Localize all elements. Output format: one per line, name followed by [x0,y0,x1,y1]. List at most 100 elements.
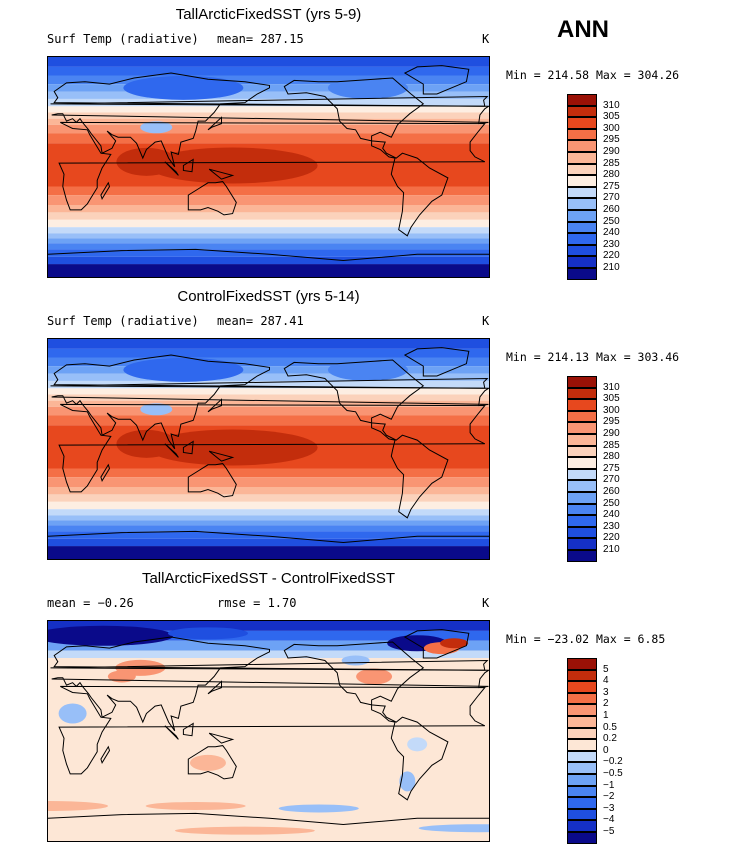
coastline [208,168,235,180]
colorbar-label: 250 [603,497,620,509]
colorbar-label: 295 [603,134,620,146]
colorbar-label: −4 [603,814,615,826]
colorbar-label: 220 [603,250,620,262]
min-max-label: Min = −23.02 Max = 6.85 [506,632,666,646]
coastline [207,680,222,695]
colorbar-label: 275 [603,462,620,474]
colorbar-box [567,526,597,539]
colorbar-box [567,681,597,693]
colorbar-box [567,221,597,234]
panel-title: ControlFixedSST (yrs 5-14) [177,288,360,305]
colorbar-label: 275 [603,180,620,192]
coastline [187,745,237,780]
coastline [283,359,449,519]
map-plot [47,620,490,842]
coastline [403,65,470,95]
colorbar-box [567,692,597,705]
coastline [164,161,179,176]
colorbar-label: 4 [603,675,609,687]
colorbar-label: 260 [603,204,620,215]
colorbar-label: 2 [603,698,609,710]
colorbar-box [567,445,597,458]
units-label: K [482,314,490,328]
colorbar-label: 290 [603,428,620,439]
coastline [403,347,470,377]
colorbar-label: 230 [603,238,620,250]
colorbar-label: 240 [603,227,620,239]
coastlines [48,629,489,826]
units-label: K [482,32,490,46]
colorbar-box [567,797,597,809]
colorbar-box [567,491,597,504]
coastline [100,181,111,200]
coastline [48,248,489,262]
min-max-label: Min = 214.13 Max = 303.46 [506,350,680,364]
colorbar-box [567,399,597,411]
coastline [100,745,111,764]
colorbar-label: 0.5 [603,721,617,733]
colorbar-label: 230 [603,520,620,532]
colorbar-box [567,387,597,400]
coastline [58,685,486,775]
colorbar-label: −2 [603,791,615,803]
coastline [208,732,235,744]
colorbar-label: 295 [603,416,620,428]
colorbar-label: 5 [603,663,609,675]
colorbar-label: 310 [603,99,620,111]
colorbar-label: −3 [603,802,615,814]
colorbar-box [567,831,597,844]
colorbar-box [567,209,597,222]
colorbar-box [567,433,597,446]
coastlines [48,65,489,262]
coastline [207,116,222,131]
coastline [403,629,470,659]
colorbar-box [567,163,597,176]
coastline [58,403,486,493]
coastline [182,722,194,737]
colorbar-label: −0.5 [603,768,623,779]
colorbar-label: 240 [603,509,620,521]
colorbar-box [567,773,597,786]
colorbar-label: 260 [603,486,620,497]
colorbar-label: 270 [603,192,620,204]
colorbar-label: 300 [603,404,620,416]
map-plot [47,56,490,278]
colorbar-label: 300 [603,122,620,134]
coastline [58,121,486,211]
colorbar-box [567,117,597,129]
colorbar-box [567,256,597,268]
colorbar-box [567,808,597,821]
temperature-map [48,57,489,277]
mean-label: mean = −0.26 [47,596,134,610]
colorbar-box [567,94,597,106]
colorbar-label: 0.2 [603,733,617,745]
colorbar-box [567,727,597,740]
coastline [182,440,194,455]
panel-title: TallArcticFixedSST (yrs 5-9) [175,6,362,23]
colorbar-box [567,140,597,152]
colorbar-label: 305 [603,393,620,405]
colorbar-label: 285 [603,439,620,451]
colorbar-box [567,549,597,562]
coastlines [48,347,489,544]
colorbar-box [567,175,597,187]
colorbar-label: 270 [603,474,620,486]
temperature-field [48,57,489,277]
colorbar-box [567,244,597,257]
colorbar: 5 4 3 2 1 0.5 0.2 0 −0.2 −0.5 −1 −2 −3 −4 −5 [567,658,623,844]
colorbar-box [567,105,597,118]
colorbar-box [567,785,597,798]
coastline [283,641,449,801]
colorbar-label: 285 [603,157,620,169]
colorbar-box [567,198,597,210]
coastline [208,450,235,462]
colorbar-label: 1 [603,710,609,721]
colorbar-box [567,151,597,164]
colorbar-box [567,480,597,492]
colorbar-box [567,422,597,434]
colorbar-box [567,186,597,199]
coastline [100,463,111,482]
colorbar-box [567,376,597,388]
colorbar-box [567,233,597,245]
colorbar-box [567,457,597,469]
